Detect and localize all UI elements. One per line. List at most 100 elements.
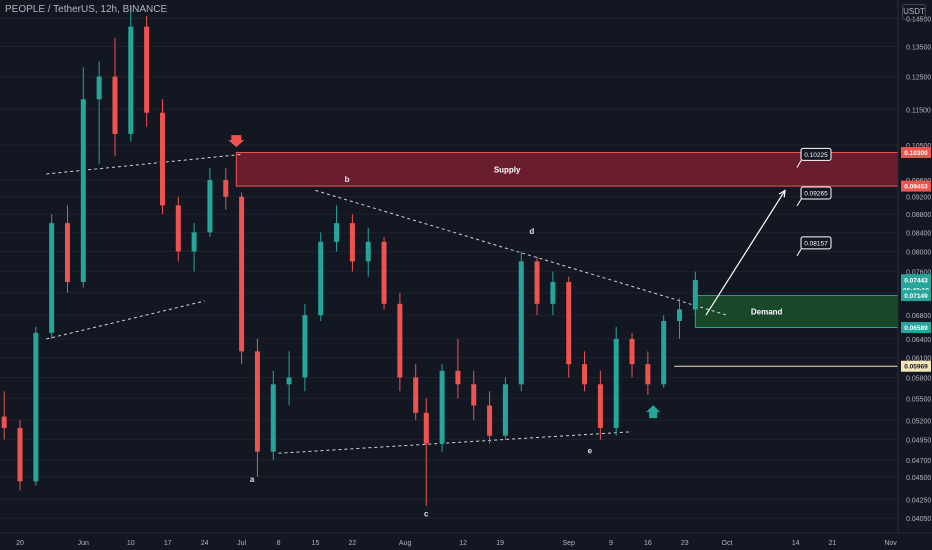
candle-body — [175, 205, 181, 252]
currency-button[interactable]: USDT — [902, 4, 926, 20]
demand-label: Demand — [751, 308, 783, 317]
candle-body — [365, 241, 371, 262]
wave-label: c — [424, 509, 429, 518]
candle-body — [550, 282, 556, 304]
x-tick-label: 12 — [459, 540, 467, 547]
candle-body — [661, 320, 667, 385]
wave-label: d — [529, 227, 534, 236]
y-tick-label: 0.06100 — [906, 356, 931, 363]
candle-body — [397, 303, 403, 378]
pattern-trend-line — [46, 153, 242, 175]
candle-body — [96, 76, 102, 100]
x-tick-label: Jun — [78, 540, 89, 547]
projection-arrow-head — [778, 189, 786, 198]
price-label-box — [901, 290, 931, 302]
y-tick-label: 0.05800 — [906, 375, 931, 382]
x-tick-label: Sep — [562, 540, 575, 547]
y-tick-label: 0.13500 — [906, 44, 931, 51]
candle-body — [33, 332, 39, 482]
x-tick-label: Nov — [884, 540, 897, 547]
price-label: 0.06589 — [904, 325, 928, 332]
candle-body — [254, 351, 260, 452]
x-tick-label: Aug — [399, 540, 412, 547]
x-tick-label: 10 — [127, 540, 135, 547]
candle-body — [439, 370, 445, 444]
y-tick-label: 0.08000 — [906, 249, 931, 256]
x-tick-label: 15 — [312, 540, 320, 547]
candle-body — [1, 416, 7, 428]
y-tick-label: 0.08400 — [906, 230, 931, 237]
target-label: 0.09265 — [804, 190, 828, 197]
green-up-arrow-icon — [646, 405, 661, 419]
y-tick-label: 0.05500 — [906, 396, 931, 403]
target-box — [800, 186, 832, 200]
candle-body — [334, 223, 340, 242]
candle-body — [677, 309, 683, 321]
candle-body — [17, 427, 23, 482]
candle-body — [144, 26, 150, 113]
price-label: 0.10300 — [904, 150, 928, 157]
price-labels: 0.103000.094530.0744305:43:100.071490.06… — [901, 146, 931, 372]
candle-body — [239, 196, 245, 352]
candle-body — [582, 364, 588, 385]
candle-body — [207, 180, 213, 233]
y-tick-label: 0.09200 — [906, 195, 931, 202]
candles — [1, 5, 698, 506]
candle-body — [692, 279, 698, 310]
candle-body — [566, 282, 572, 365]
candle-body — [302, 315, 308, 378]
x-tick-label: 24 — [201, 540, 209, 547]
y-tick-label: 0.07600 — [906, 270, 931, 277]
x-tick-label: 23 — [681, 540, 689, 547]
y-tick-label: 0.04050 — [906, 516, 931, 523]
candle-body — [223, 180, 229, 197]
price-label: 0.05969 — [904, 364, 928, 371]
candle-body — [613, 338, 619, 428]
projection-arrow-line — [705, 190, 786, 316]
candle-body — [349, 223, 355, 262]
candle-body — [518, 261, 524, 385]
y-tick-label: 0.04500 — [906, 475, 931, 482]
demand-zone — [694, 295, 899, 329]
candle-body — [270, 384, 276, 452]
candle-body — [112, 76, 118, 134]
price-label-box — [901, 180, 931, 192]
price-label-box — [901, 322, 931, 334]
price-label: 0.07443 — [904, 277, 928, 284]
target-label: 0.08157 — [804, 240, 828, 247]
x-tick-label: 19 — [496, 540, 504, 547]
y-tick-label: 0.08800 — [906, 212, 931, 219]
price-label-box — [901, 146, 931, 158]
red-down-arrow-icon — [228, 135, 245, 148]
supply-zone — [235, 151, 899, 187]
price-label-box — [901, 360, 931, 372]
target-box — [800, 147, 832, 161]
candle-body — [471, 384, 477, 406]
price-label-box — [901, 274, 931, 286]
supply-label: Supply — [494, 165, 521, 174]
candle-body — [318, 241, 324, 316]
target-box — [800, 236, 832, 250]
candle-body — [381, 241, 387, 304]
candle-body — [534, 261, 540, 304]
candle-body — [597, 384, 603, 428]
x-tick-label: 14 — [792, 540, 800, 547]
y-tick-label: 0.04700 — [906, 458, 931, 465]
candle-body — [128, 26, 134, 134]
candle-body — [80, 99, 86, 283]
candle-body — [64, 223, 70, 283]
y-tick-label: 0.04950 — [906, 438, 931, 445]
candle-body — [413, 377, 419, 413]
candle-body — [502, 384, 508, 436]
x-tick-label: 8 — [277, 540, 281, 547]
pattern-trend-line — [278, 431, 633, 454]
x-tick-label: 22 — [348, 540, 356, 547]
wave-label: b — [345, 175, 350, 184]
wave-label: e — [588, 446, 593, 455]
annotations: a b c d e 0.10225 0.09265 0.08157 — [228, 135, 898, 518]
zones: Supply Demand — [235, 151, 899, 329]
y-tick-label: 0.10500 — [906, 143, 931, 150]
candle-body — [629, 338, 635, 365]
